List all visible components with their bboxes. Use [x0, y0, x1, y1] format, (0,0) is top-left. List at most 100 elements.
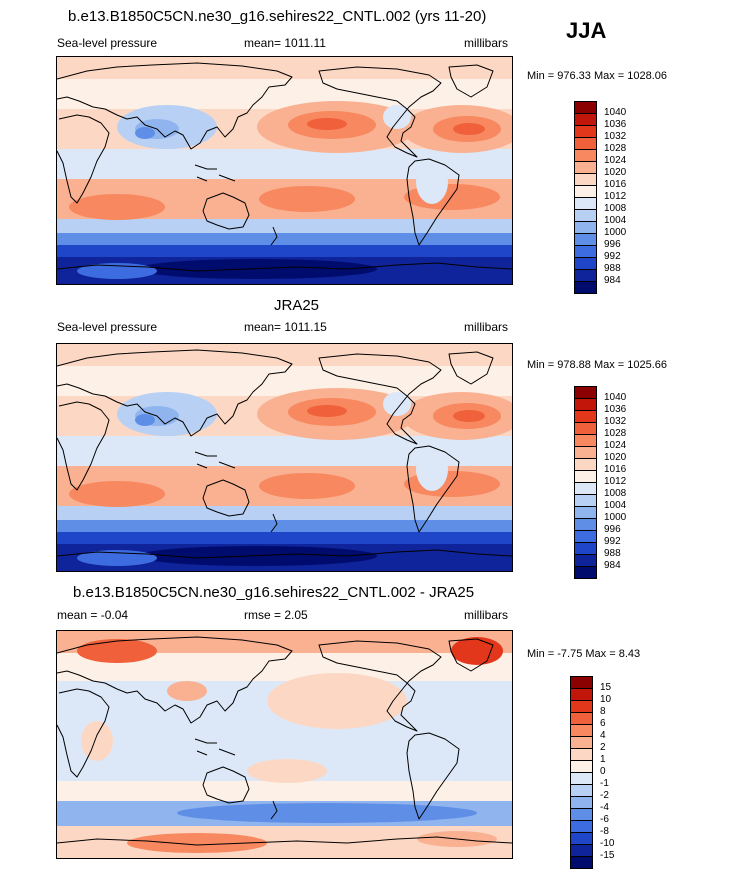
diff-positive: [81, 721, 113, 761]
monsoon-low-center: [135, 414, 155, 426]
continental-low: [416, 447, 448, 491]
subtropical-high: [259, 473, 355, 499]
colorbar-label: 1: [600, 754, 606, 765]
coastline: [270, 800, 278, 820]
colorbar-label: 1008: [604, 488, 627, 499]
colorbar-label: 1004: [604, 215, 627, 226]
pressure-band: [57, 506, 512, 520]
colorbar-swatch: [574, 281, 597, 294]
monsoon-low-center: [135, 127, 155, 139]
colorbar-label: 1004: [604, 500, 627, 511]
colorbar-swatch: [570, 856, 593, 869]
panel3-minmax: Min = -7.75 Max = 8.43: [527, 648, 641, 660]
colorbar-label: 15: [600, 682, 612, 693]
pacific-high-core: [307, 118, 347, 130]
colorbar-label: 10: [600, 694, 612, 705]
panel2-left-label: Sea-level pressure: [57, 320, 158, 334]
panel2-minmax: Min = 978.88 Max = 1025.66: [527, 359, 668, 371]
colorbar-label: 1024: [604, 440, 627, 451]
season-label: JJA: [566, 18, 607, 43]
panel1-units-label: millibars: [464, 36, 509, 50]
colorbar-swatch: [574, 566, 597, 579]
pressure-band: [57, 520, 512, 532]
coastline: [194, 164, 236, 182]
coastline: [406, 732, 460, 820]
coastline: [448, 64, 494, 98]
colorbar-label: -4: [600, 802, 609, 813]
colorbar-label: -10: [600, 838, 615, 849]
colorbar-label: 1016: [604, 179, 627, 190]
coastline: [270, 226, 278, 246]
colorbar-label: 1036: [604, 404, 627, 415]
coastline: [57, 636, 293, 724]
coastline: [318, 66, 442, 158]
subtropical-high: [259, 186, 355, 212]
panel2-units-label: millibars: [464, 320, 509, 334]
diff-positive-core: [77, 639, 157, 663]
continental-low: [383, 392, 411, 416]
coastline: [448, 638, 494, 672]
colorbar-label: 992: [604, 251, 621, 262]
colorbar-label: -6: [600, 814, 609, 825]
continental-low: [383, 105, 411, 129]
pressure-band: [57, 233, 512, 245]
coastline: [57, 62, 293, 150]
coastline: [57, 114, 110, 204]
panel3-units-label: millibars: [464, 608, 509, 622]
colorbar-label: 992: [604, 536, 621, 547]
colorbar-label: 984: [604, 275, 621, 286]
coastline: [57, 262, 512, 272]
atlantic-high-core: [453, 123, 485, 135]
panel3-title: b.e13.B1850C5CN.ne30_g16.sehires22_CNTL.…: [73, 584, 475, 601]
panel3-mean-label: mean = -0.04: [57, 608, 129, 622]
colorbar-label: 1012: [604, 476, 627, 487]
colorbar-label: 6: [600, 718, 606, 729]
colorbar-label: 1028: [604, 143, 627, 154]
coastline: [194, 738, 236, 756]
colorbar-label: 1040: [604, 392, 627, 403]
continental-low: [416, 160, 448, 204]
coastline: [406, 445, 460, 533]
colorbar-label: -2: [600, 790, 609, 801]
coastline: [406, 158, 460, 246]
pressure-band: [57, 344, 512, 366]
coastline: [318, 353, 442, 445]
pacific-high-core: [307, 405, 347, 417]
colorbar-label: 1020: [604, 167, 627, 178]
colorbar-label: 8: [600, 706, 606, 717]
pressure-band: [57, 245, 512, 257]
subtropical-high: [69, 194, 165, 220]
atlantic-high-core: [453, 410, 485, 422]
coastline: [448, 351, 494, 385]
panel3-rmse-label: rmse = 2.05: [244, 608, 308, 622]
colorbar-label: 1036: [604, 119, 627, 130]
coastline: [202, 479, 250, 517]
colorbar-label: -8: [600, 826, 609, 837]
coastline: [202, 766, 250, 804]
diff-band: [57, 631, 512, 653]
pressure-band: [57, 57, 512, 79]
coastline: [57, 349, 293, 437]
colorbar-label: 1032: [604, 131, 627, 142]
panel2-title: JRA25: [274, 297, 320, 314]
subtropical-high: [69, 481, 165, 507]
colorbar-label: 1032: [604, 416, 627, 427]
colorbar-label: 988: [604, 548, 621, 559]
colorbar-label: -1: [600, 778, 609, 789]
colorbar-label: 996: [604, 524, 621, 535]
pressure-band: [57, 219, 512, 233]
panel2-map-svg: [57, 344, 512, 571]
panel2-mean-label: mean= 1011.15: [244, 320, 327, 334]
diff-negative: [177, 803, 477, 823]
colorbar-label: 4: [600, 730, 606, 741]
panel1-map-svg: [57, 57, 512, 284]
coastline: [57, 549, 512, 559]
coastline: [57, 401, 110, 491]
colorbar-label: 984: [604, 560, 621, 571]
colorbar-label: 1016: [604, 464, 627, 475]
diff-positive: [127, 833, 267, 853]
panel1-mean-label: mean= 1011.11: [244, 36, 326, 50]
pressure-band: [57, 532, 512, 544]
colorbar-label: 0: [600, 766, 606, 777]
panel1-map: [56, 56, 513, 285]
